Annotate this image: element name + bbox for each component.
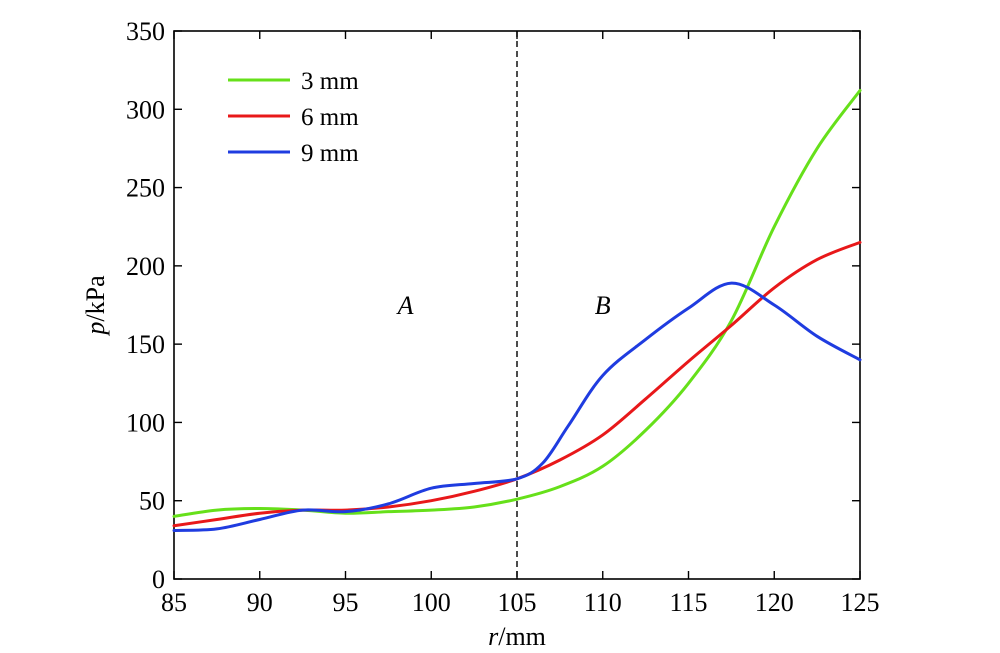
y-tick-label: 200 xyxy=(126,252,165,281)
y-axis-var: p xyxy=(81,322,110,337)
y-tick-label: 150 xyxy=(126,330,165,359)
x-tick-label: 95 xyxy=(333,588,359,617)
series-line-3 xyxy=(172,281,862,532)
ticks xyxy=(173,30,861,580)
x-axis-unit: /mm xyxy=(498,622,546,651)
x-tick-label: 110 xyxy=(584,588,622,617)
series-group xyxy=(172,89,862,532)
y-tick-label: 300 xyxy=(126,95,165,124)
x-tick-label: 105 xyxy=(498,588,537,617)
y-tick-label: 250 xyxy=(126,174,165,203)
legend-label-2: 6 mm xyxy=(301,104,359,131)
legend-label-3: 9 mm xyxy=(301,140,359,167)
y-tick-label: 0 xyxy=(152,565,165,594)
y-axis-unit: /kPa xyxy=(81,275,110,322)
y-tick-label: 350 xyxy=(126,17,165,46)
x-axis-label: r/mm xyxy=(488,622,546,651)
legend-label-1: 3 mm xyxy=(301,68,359,95)
x-tick-label: 100 xyxy=(412,588,451,617)
y-axis-label: p/kPa xyxy=(81,275,110,337)
x-tick-label: 90 xyxy=(247,588,273,617)
x-axis-var: r xyxy=(488,622,499,651)
region-label-B: B xyxy=(595,291,611,320)
legend: 3 mm 6 mm 9 mm xyxy=(228,68,359,167)
x-tick-label: 115 xyxy=(669,588,707,617)
y-tick-label: 100 xyxy=(126,408,165,437)
x-tick-label: 125 xyxy=(841,588,880,617)
y-tick-label: 50 xyxy=(139,487,165,516)
x-tick-label: 85 xyxy=(161,588,187,617)
region-label-A: A xyxy=(396,291,414,320)
tick-labels: 85 90 95 100 105 110 115 120 125 0 50 100 150 200 250 3… xyxy=(126,17,880,617)
x-tick-label: 120 xyxy=(755,588,794,617)
